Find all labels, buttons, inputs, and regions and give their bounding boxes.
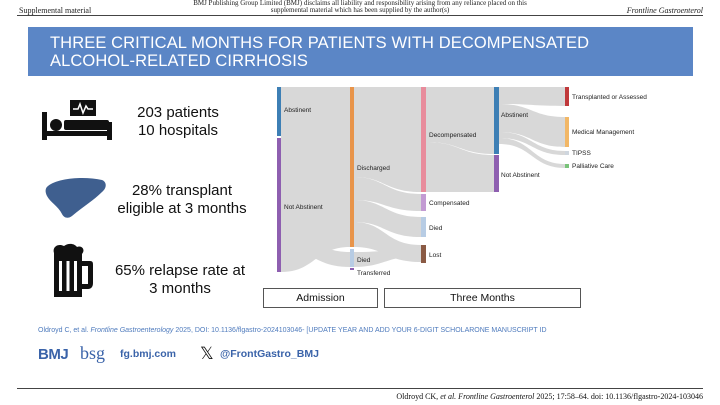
flow-abst-medical xyxy=(499,104,565,147)
page-header-disclaimer: BMJ Publishing Group Limited (BMJ) discl… xyxy=(193,0,527,14)
beer-mug-icon xyxy=(53,243,93,297)
node-abstinent-admission xyxy=(277,87,281,136)
label-died-3m: Died xyxy=(429,225,443,232)
node-compensated xyxy=(421,194,426,211)
label-discharged: Discharged xyxy=(357,165,390,172)
flow-abst-tipss xyxy=(499,132,565,155)
banner-title: THREE CRITICAL MONTHS FOR PATIENTS WITH … xyxy=(50,34,590,70)
hospital-bed-icon xyxy=(42,100,112,140)
label-decompensated: Decompensated xyxy=(429,132,477,139)
title-banner: THREE CRITICAL MONTHS FOR PATIENTS WITH … xyxy=(28,27,693,76)
node-palliative xyxy=(565,164,569,168)
label-medical: Medical Management xyxy=(572,129,634,136)
header-divider xyxy=(17,15,703,16)
sankey-flows xyxy=(281,87,565,272)
stat-relapse: 65% relapse rate at 3 months xyxy=(114,262,246,297)
node-died-admission xyxy=(350,249,354,267)
flow-notabstinent-died xyxy=(281,232,350,267)
flow-discharged-compensated xyxy=(354,177,421,211)
flow-abst-transplanted xyxy=(499,87,565,106)
footer-rest: 2025; 17:58–64. doi: 10.1136/flgastro-20… xyxy=(534,392,703,401)
flow-abstinent-discharged xyxy=(281,87,350,136)
footer-citation: Oldroyd CK, et al. Frontline Gastroenter… xyxy=(396,392,703,401)
flow-decomp-abstinent xyxy=(426,87,494,154)
label-notabstinent-3m: Not Abstinent xyxy=(501,172,540,179)
label-transplanted: Transplanted or Assessed xyxy=(572,94,647,101)
node-lost xyxy=(421,245,426,263)
label-died-admission: Died xyxy=(357,257,371,264)
liver-icon xyxy=(45,178,106,218)
citation-rest: 2025, DOI: 10.1136/flgastro-2024103046- … xyxy=(173,327,547,334)
node-transferred xyxy=(350,268,354,270)
stage-admission: Admission xyxy=(263,288,378,308)
node-medical xyxy=(565,117,569,147)
label-abstinent-3m: Abstinent xyxy=(501,112,528,119)
label-abstinent-admission: Abstinent xyxy=(284,107,311,114)
node-decompensated xyxy=(421,87,426,192)
citation-authors: Oldroyd C, et al. xyxy=(38,327,91,334)
page-header-left: Supplemental material xyxy=(19,6,92,15)
node-abstinent-3m xyxy=(494,87,499,154)
flow-discharged-decompensated xyxy=(354,87,421,192)
page-header-journal: Frontline Gastroenterol xyxy=(626,6,703,15)
x-logo-icon: 𝕏 xyxy=(200,344,214,363)
node-notabstinent-admission xyxy=(277,138,281,272)
flow-decomp-notabstinent xyxy=(426,142,494,192)
label-compensated: Compensated xyxy=(429,200,470,207)
node-discharged xyxy=(350,87,354,247)
label-transferred: Transferred xyxy=(357,270,391,277)
stat-patients: 203 patients 10 hospitals xyxy=(137,104,219,139)
citation: Oldroyd C, et al. Frontline Gastroentero… xyxy=(38,326,558,335)
label-tipss: TIPSS xyxy=(572,150,591,157)
label-notabstinent-admission: Not Abstinent xyxy=(284,204,323,211)
footer-divider xyxy=(17,388,703,389)
social-handle-link[interactable]: @FrontGastro_BMJ xyxy=(220,348,319,360)
footer-journal: et al. Frontline Gastroenterol xyxy=(440,392,535,401)
label-palliative: Palliative Care xyxy=(572,163,614,170)
stat-transplant: 28% transplant eligible at 3 months xyxy=(117,182,247,217)
label-lost: Lost xyxy=(429,252,441,259)
node-transplanted xyxy=(565,87,569,106)
node-tipss xyxy=(565,151,569,155)
bsg-logo: bsg xyxy=(80,343,106,363)
website-link[interactable]: fg.bmj.com xyxy=(120,348,177,360)
bmj-logo: BMJ xyxy=(38,346,69,363)
node-died-3m xyxy=(421,217,426,237)
flow-discharged-died xyxy=(354,200,421,237)
sankey-diagram: Abstinent Not Abstinent Discharged Died … xyxy=(277,87,647,277)
flow-died-lost xyxy=(354,249,421,267)
flow-abst-palliative xyxy=(499,138,565,168)
node-notabstinent-3m xyxy=(494,155,499,192)
stage-three-months: Three Months xyxy=(384,288,581,308)
footer-authors: Oldroyd CK, xyxy=(396,392,441,401)
citation-journal: Frontline Gastroenterology xyxy=(90,327,174,334)
